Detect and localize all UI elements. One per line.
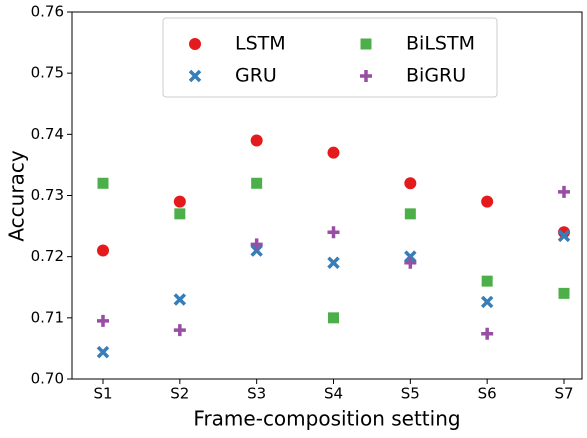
legend-box xyxy=(162,17,498,98)
data-point xyxy=(251,177,263,189)
data-point xyxy=(250,238,263,251)
y-tick-label: 0.76 xyxy=(31,3,64,21)
data-point xyxy=(173,293,187,306)
data-point xyxy=(250,244,263,257)
data-point xyxy=(97,314,109,327)
data-point xyxy=(404,177,417,190)
y-tick-label: 0.72 xyxy=(31,247,64,265)
x-tick-label: S2 xyxy=(170,385,189,403)
data-point xyxy=(174,208,186,220)
x-tick-label: S6 xyxy=(478,385,497,403)
data-point xyxy=(404,250,417,263)
data-point xyxy=(481,275,493,287)
y-tick-label: 0.74 xyxy=(31,125,64,143)
data-point xyxy=(327,226,340,239)
legend-marker xyxy=(189,38,201,50)
data-point xyxy=(481,327,494,340)
data-point xyxy=(327,256,340,270)
data-point xyxy=(328,312,339,324)
data-point xyxy=(404,208,416,220)
x-tick-label: S4 xyxy=(324,385,343,403)
data-point xyxy=(173,324,186,337)
legend-label: GRU xyxy=(235,65,277,87)
y-tick-label: 0.75 xyxy=(31,64,64,82)
legend-label: BiLSTM xyxy=(406,33,475,55)
x-tick-label: S1 xyxy=(93,385,112,403)
legend-marker xyxy=(188,69,202,83)
x-tick-label: S5 xyxy=(401,385,420,403)
legend-marker xyxy=(360,38,372,50)
data-point xyxy=(96,345,110,359)
y-tick-label: 0.73 xyxy=(31,186,64,204)
legend-label: BiGRU xyxy=(406,65,466,87)
x-tick-label: S3 xyxy=(247,385,266,403)
data-point xyxy=(481,195,494,208)
legend-label: LSTM xyxy=(235,33,286,55)
data-point xyxy=(97,177,109,189)
y-tick-label: 0.70 xyxy=(31,370,64,388)
data-point xyxy=(558,185,570,198)
data-point xyxy=(97,244,109,257)
x-tick-label: S7 xyxy=(554,385,573,403)
data-point xyxy=(404,256,417,269)
data-point xyxy=(173,195,186,208)
x-axis-label: Frame-composition setting xyxy=(193,407,460,431)
y-axis-label: Accuracy xyxy=(5,150,29,241)
data-point xyxy=(250,134,263,147)
y-tick-label: 0.71 xyxy=(31,308,64,326)
data-point xyxy=(327,146,340,159)
data-point xyxy=(480,295,494,309)
data-point xyxy=(558,287,570,299)
legend-marker xyxy=(360,70,372,82)
data-point xyxy=(557,229,571,243)
